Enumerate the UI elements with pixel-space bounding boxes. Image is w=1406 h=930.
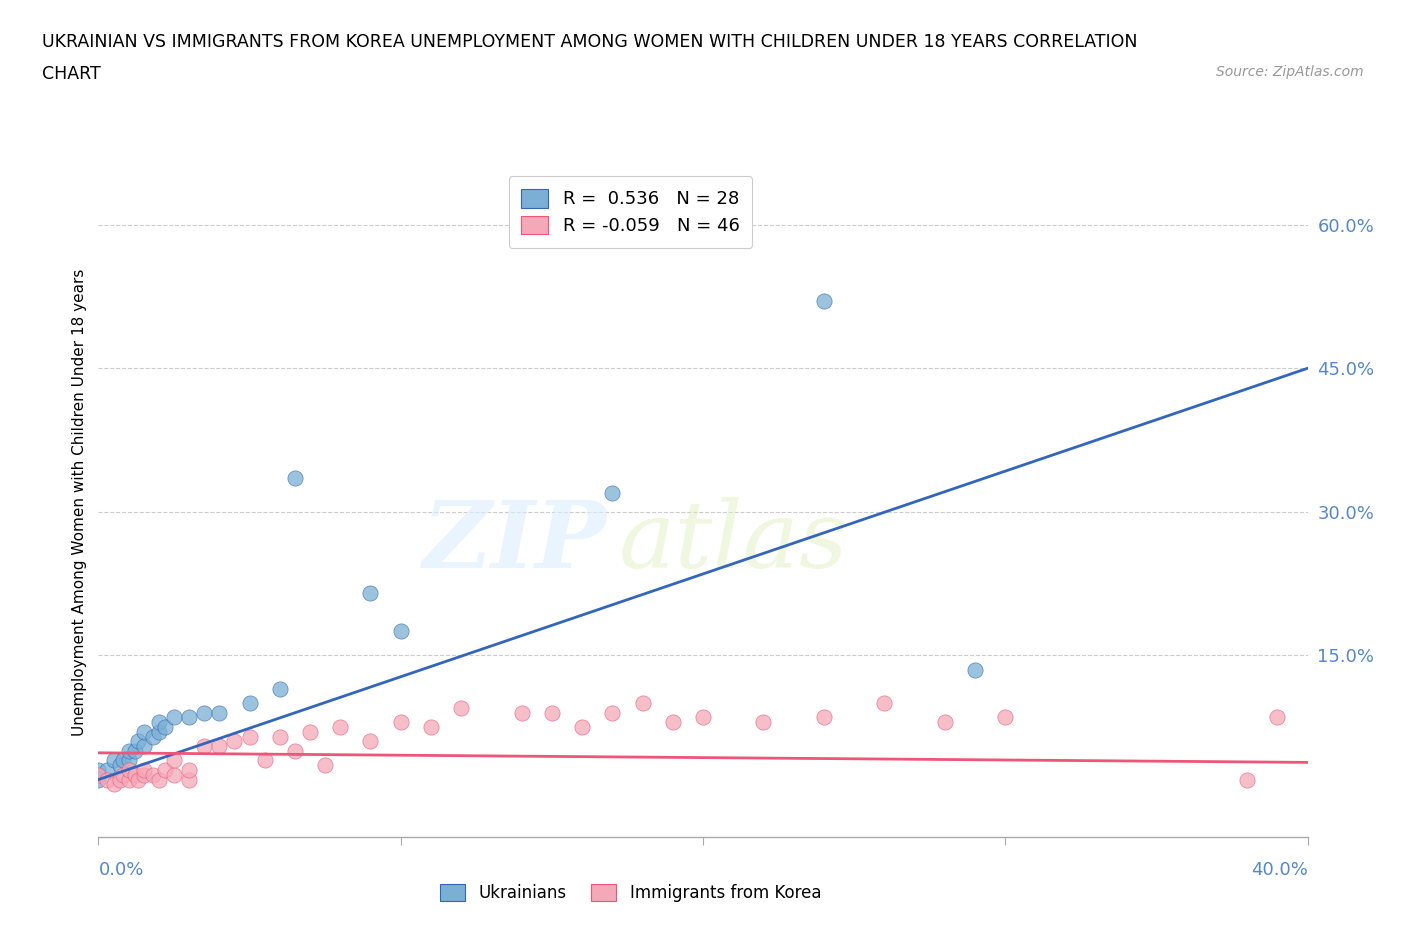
Point — [96, 772, 118, 787]
Point — [118, 772, 141, 787]
Point — [571, 720, 593, 735]
Point — [269, 729, 291, 744]
Point — [103, 777, 125, 791]
Point — [163, 753, 186, 768]
Point — [360, 734, 382, 749]
Y-axis label: Unemployment Among Women with Children Under 18 years: Unemployment Among Women with Children U… — [72, 269, 87, 736]
Point — [148, 772, 170, 787]
Text: ZIP: ZIP — [422, 498, 606, 588]
Point — [253, 753, 276, 768]
Point — [540, 705, 562, 720]
Point — [193, 705, 215, 720]
Point — [224, 734, 246, 749]
Point — [153, 763, 176, 777]
Point — [148, 724, 170, 739]
Point — [127, 734, 149, 749]
Point — [87, 767, 110, 782]
Point — [132, 724, 155, 739]
Point — [132, 738, 155, 753]
Point — [994, 710, 1017, 724]
Point — [873, 696, 896, 711]
Point — [96, 763, 118, 777]
Point — [132, 763, 155, 777]
Point — [965, 662, 987, 677]
Point — [1236, 772, 1258, 787]
Point — [602, 485, 624, 500]
Point — [124, 743, 146, 758]
Point — [142, 767, 165, 782]
Point — [108, 772, 131, 787]
Point — [510, 705, 533, 720]
Point — [360, 586, 382, 601]
Point — [177, 763, 201, 777]
Point — [284, 743, 307, 758]
Point — [193, 738, 215, 753]
Point — [752, 715, 775, 730]
Point — [934, 715, 956, 730]
Point — [239, 729, 262, 744]
Point — [269, 682, 291, 697]
Point — [118, 753, 141, 768]
Point — [314, 758, 336, 773]
Text: UKRAINIAN VS IMMIGRANTS FROM KOREA UNEMPLOYMENT AMONG WOMEN WITH CHILDREN UNDER : UKRAINIAN VS IMMIGRANTS FROM KOREA UNEMP… — [42, 33, 1137, 50]
Point — [813, 294, 835, 309]
Point — [208, 705, 231, 720]
Point — [118, 743, 141, 758]
Point — [450, 700, 472, 715]
Legend: Ukrainians, Immigrants from Korea: Ukrainians, Immigrants from Korea — [433, 878, 828, 909]
Point — [148, 715, 170, 730]
Point — [111, 767, 134, 782]
Point — [1265, 710, 1288, 724]
Point — [389, 715, 412, 730]
Text: CHART: CHART — [42, 65, 101, 83]
Point — [142, 729, 165, 744]
Text: 40.0%: 40.0% — [1251, 861, 1308, 879]
Point — [87, 772, 110, 787]
Point — [87, 763, 110, 777]
Point — [208, 738, 231, 753]
Point — [177, 772, 201, 787]
Point — [239, 696, 262, 711]
Point — [118, 763, 141, 777]
Point — [284, 471, 307, 485]
Point — [419, 720, 441, 735]
Point — [163, 767, 186, 782]
Point — [299, 724, 322, 739]
Point — [127, 772, 149, 787]
Point — [163, 710, 186, 724]
Point — [108, 758, 131, 773]
Text: Source: ZipAtlas.com: Source: ZipAtlas.com — [1216, 65, 1364, 79]
Point — [329, 720, 352, 735]
Point — [124, 767, 146, 782]
Point — [602, 705, 624, 720]
Point — [692, 710, 714, 724]
Point — [661, 715, 683, 730]
Point — [111, 753, 134, 768]
Point — [132, 767, 155, 782]
Point — [813, 710, 835, 724]
Text: atlas: atlas — [619, 498, 848, 588]
Point — [177, 710, 201, 724]
Text: 0.0%: 0.0% — [98, 861, 143, 879]
Point — [389, 624, 412, 639]
Point — [153, 720, 176, 735]
Point — [631, 696, 654, 711]
Point — [103, 753, 125, 768]
